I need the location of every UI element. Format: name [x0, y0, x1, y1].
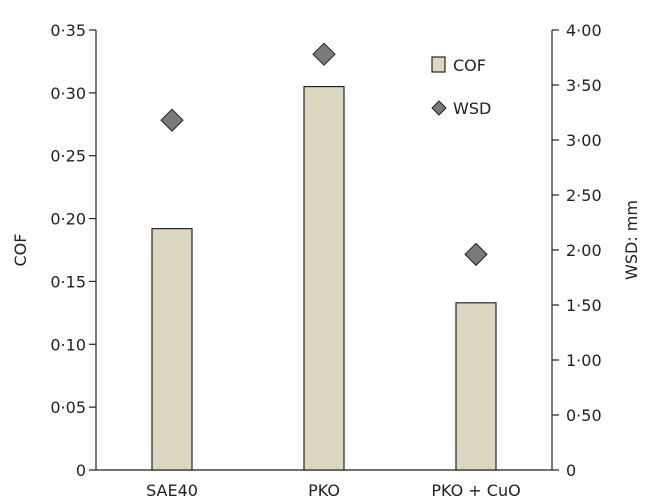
y-right-tick-label: 1·50 [566, 296, 602, 315]
y-right-tick-label: 0·50 [566, 406, 602, 425]
y-right-tick-label: 0 [566, 461, 576, 480]
y-right-tick-label: 4·00 [566, 21, 602, 40]
wsd-markers [160, 42, 488, 267]
y-left-tick-label: 0·20 [50, 210, 86, 229]
y-right-tick-label: 3·50 [566, 76, 602, 95]
x-tick-label: PKO + CuO [431, 481, 520, 500]
legend-cof-label: COF [453, 56, 486, 75]
legend-wsd-swatch [431, 100, 447, 116]
axes: 0 0·05 0·10 0·15 0·20 0·25 0·30 0·35 0 0·50 1·00 1·… [50, 21, 601, 500]
bars [151, 85, 497, 471]
y-right-tick-label: 3·00 [566, 131, 602, 150]
y-left-tick-label: 0·35 [50, 21, 86, 40]
y-axis-left-title: COF [11, 234, 30, 267]
cof-bar [303, 85, 345, 471]
wsd-marker [160, 108, 184, 132]
legend: COF WSD [431, 56, 491, 118]
wsd-marker [312, 42, 336, 66]
wsd-marker [464, 242, 488, 267]
x-tick-label: SAE40 [146, 481, 198, 500]
cof-bar [455, 302, 497, 471]
y-left-tick-label: 0·10 [50, 335, 86, 354]
y-right-tick-label: 1·00 [566, 351, 602, 370]
cof-bar [151, 228, 193, 471]
x-tick-label: PKO [308, 481, 340, 500]
y-right-tick-label: 2·50 [566, 186, 602, 205]
y-right-tick-label: 2·00 [566, 241, 602, 260]
legend-cof-swatch [431, 56, 446, 73]
y-left-tick-label: 0·25 [50, 147, 86, 166]
legend-wsd-label: WSD [453, 99, 491, 118]
y-left-tick-label: 0·15 [50, 272, 86, 291]
y-left-tick-label: 0·05 [50, 398, 86, 417]
y-axis-right-title: WSD: mm [622, 200, 641, 280]
y-left-tick-label: 0·30 [50, 84, 86, 103]
y-left-tick-label: 0 [76, 461, 86, 480]
